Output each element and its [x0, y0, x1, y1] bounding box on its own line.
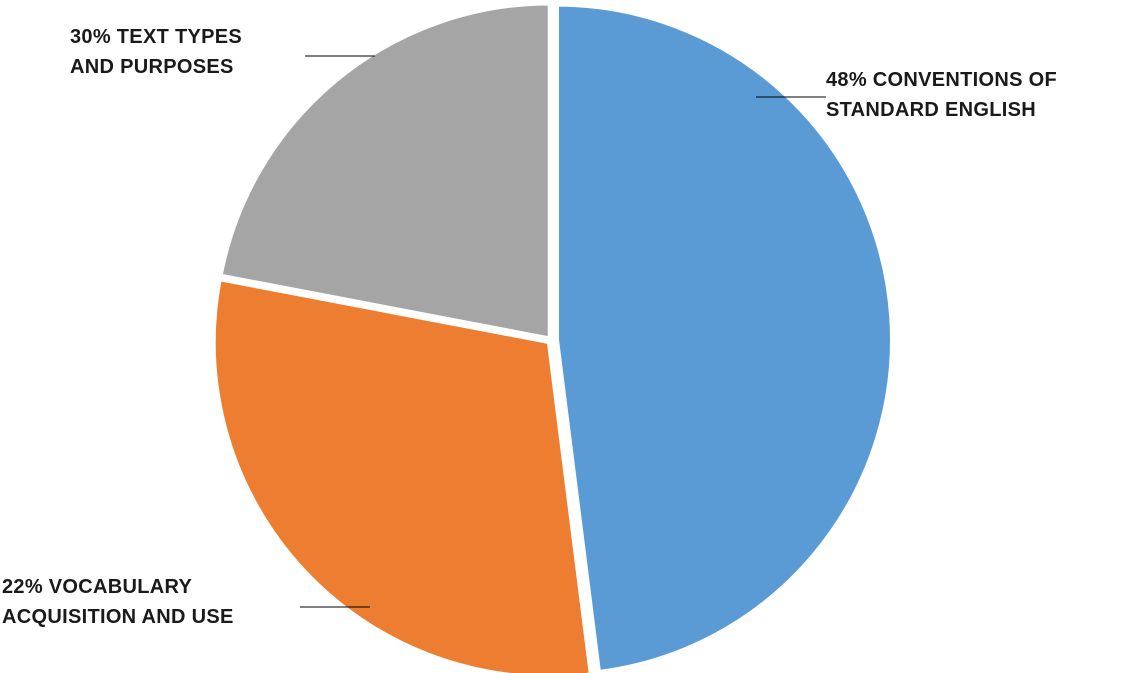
- slice-label-line: 22% VOCABULARY: [2, 576, 193, 598]
- slice-label-1: 48% CONVENTIONS OF STANDARD ENGLISH: [756, 69, 1057, 121]
- pie-slice-3: [218, 1, 552, 341]
- slice-label-line: 48% CONVENTIONS OF: [826, 69, 1057, 91]
- slice-label-line: 30% TEXT TYPES: [70, 26, 242, 48]
- pie-slice-2: [211, 276, 593, 673]
- slice-label-line: AND PURPOSES: [70, 56, 234, 78]
- pie-slice-1: [554, 2, 894, 673]
- pie-labels: 48% CONVENTIONS OF STANDARD ENGLISH 22% VO…: [2, 26, 1057, 628]
- slice-label-2: 22% VOCABULARY ACQUISITION AND USE: [2, 576, 370, 628]
- slice-label-line: STANDARD ENGLISH: [826, 99, 1036, 121]
- slice-label-line: ACQUISITION AND USE: [2, 606, 234, 628]
- pie-slices: [211, 1, 894, 673]
- slice-label-3: 30% TEXT TYPES AND PURPOSES: [70, 26, 375, 78]
